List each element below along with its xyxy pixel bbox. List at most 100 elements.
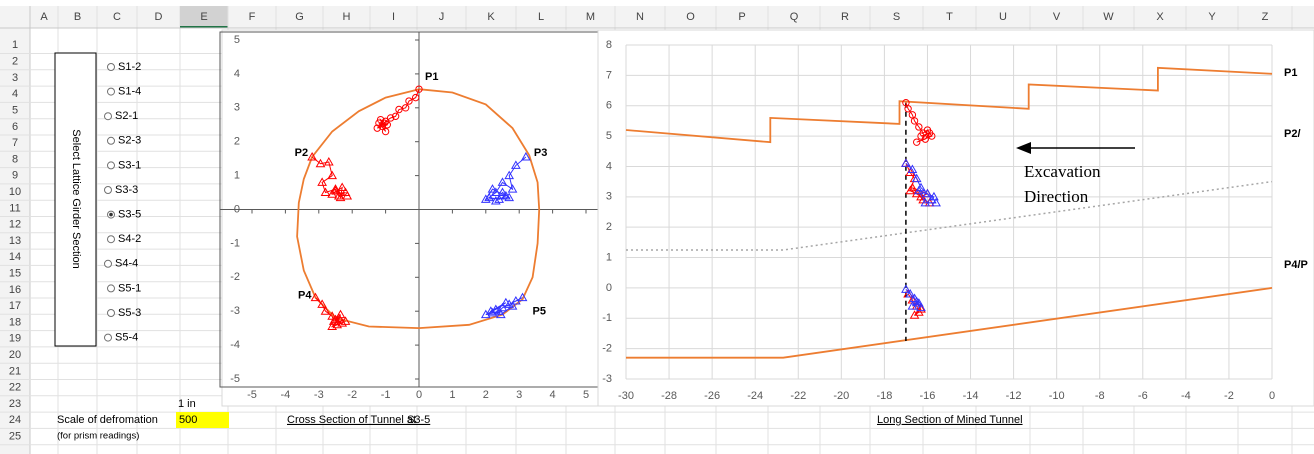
row-header[interactable]: 9 — [12, 170, 18, 182]
point — [925, 129, 934, 137]
row-header[interactable]: 8 — [12, 153, 18, 165]
row-header[interactable]: 21 — [9, 365, 21, 377]
column-header[interactable]: W — [1103, 11, 1114, 23]
column-header[interactable]: Q — [790, 11, 799, 23]
column-header[interactable]: E — [200, 11, 207, 23]
row-header[interactable]: 6 — [12, 121, 18, 133]
radio-button[interactable] — [104, 333, 112, 342]
row-header[interactable]: 15 — [9, 267, 21, 279]
row-header[interactable]: 18 — [9, 316, 21, 328]
row-header[interactable]: 19 — [9, 333, 21, 345]
radio-label[interactable]: S4-4 — [115, 258, 138, 270]
row-header[interactable]: 1 — [12, 39, 18, 51]
radio-button[interactable] — [107, 87, 115, 96]
radio-dot[interactable] — [109, 212, 113, 217]
radio-button[interactable] — [107, 235, 115, 244]
column-header[interactable]: V — [1053, 11, 1061, 23]
radio-label[interactable]: S1-4 — [118, 86, 141, 98]
column-header[interactable]: J — [439, 11, 445, 23]
column-header[interactable]: C — [113, 11, 121, 23]
column-header[interactable]: L — [538, 11, 544, 23]
row-header[interactable]: 25 — [9, 430, 21, 442]
control-title: Select Lattice Girder Section — [70, 129, 82, 268]
x-tick-label: -16 — [920, 390, 936, 402]
point — [487, 184, 498, 193]
column-header[interactable]: G — [295, 11, 304, 23]
row-header[interactable]: 7 — [12, 137, 18, 149]
radio-button[interactable] — [107, 136, 115, 145]
scale-cell[interactable] — [176, 412, 229, 428]
radio-button[interactable] — [107, 309, 115, 317]
radio-label[interactable]: S5-4 — [115, 332, 138, 344]
point — [373, 124, 381, 132]
column-header[interactable]: D — [155, 11, 163, 23]
radio-label[interactable]: S3-1 — [118, 159, 141, 171]
column-header[interactable]: M — [586, 11, 595, 23]
row-header[interactable]: 11 — [9, 202, 20, 214]
row-header[interactable]: 4 — [12, 88, 18, 100]
radio-label[interactable]: S1-2 — [118, 61, 141, 73]
x-tick-label: -4 — [281, 389, 291, 401]
radio-label[interactable]: S5-1 — [118, 282, 141, 294]
row-header[interactable]: 3 — [12, 72, 18, 84]
column-header[interactable]: Y — [1208, 11, 1216, 23]
radio-button[interactable] — [104, 259, 112, 268]
point — [323, 157, 334, 166]
column-header[interactable]: P — [738, 11, 745, 23]
row-header[interactable]: 20 — [9, 349, 21, 361]
row-header[interactable]: 13 — [9, 235, 21, 247]
radio-label[interactable]: S3-3 — [115, 184, 138, 196]
point — [901, 284, 911, 293]
x-tick-label: -28 — [661, 390, 677, 402]
column-header[interactable]: X — [1156, 11, 1164, 23]
radio-label[interactable]: S2-1 — [115, 110, 138, 122]
radio-button[interactable] — [107, 63, 115, 71]
column-header[interactable]: T — [946, 11, 953, 23]
column-header[interactable]: S — [893, 11, 900, 23]
radio-button[interactable] — [107, 284, 115, 293]
row-header[interactable]: 24 — [9, 414, 21, 426]
radio-button[interactable] — [104, 186, 112, 194]
radio-button[interactable] — [107, 161, 115, 170]
x-tick-label: 1 — [449, 389, 455, 401]
row-header[interactable]: 22 — [9, 382, 21, 394]
column-header[interactable]: R — [841, 11, 849, 23]
point — [901, 158, 911, 167]
radio-button[interactable] — [104, 112, 112, 121]
column-header[interactable]: O — [686, 11, 695, 23]
row-header[interactable]: 17 — [9, 300, 21, 312]
column-header[interactable]: K — [487, 11, 495, 23]
row-header[interactable]: 2 — [12, 56, 18, 68]
scale-value[interactable]: 500 — [179, 414, 197, 426]
column-header[interactable]: B — [74, 11, 81, 23]
column-header[interactable]: I — [392, 11, 395, 23]
row-header[interactable]: 10 — [9, 186, 21, 198]
control-frame — [54, 52, 97, 347]
point — [907, 301, 918, 310]
column-header[interactable]: F — [249, 11, 256, 23]
point — [500, 297, 511, 307]
row-header[interactable]: 23 — [9, 398, 21, 410]
end-label: P2/ — [1284, 128, 1301, 140]
x-tick-label: -3 — [314, 389, 324, 401]
column-header[interactable]: U — [999, 11, 1007, 23]
column-header[interactable]: N — [636, 11, 644, 23]
row-header[interactable]: 14 — [9, 251, 21, 263]
radio-label[interactable]: S3-5 — [118, 209, 141, 221]
point — [411, 93, 420, 102]
column-header[interactable]: H — [343, 11, 351, 23]
point — [490, 304, 501, 314]
point-label: P4 — [298, 290, 312, 302]
row-header[interactable]: 16 — [9, 284, 21, 296]
radio-label[interactable]: S5-3 — [118, 307, 141, 319]
row-header[interactable]: 12 — [9, 219, 21, 231]
row-header[interactable]: 5 — [12, 104, 18, 116]
chart: -30 -28 -26 -24 -22 -20 -18 -16 -14 -12 -10 -8 -6 -4-… — [597, 29, 1314, 426]
radio-label[interactable]: S4-2 — [118, 233, 141, 245]
point — [504, 192, 515, 202]
point — [504, 170, 515, 180]
radio-label[interactable]: S2-3 — [118, 135, 141, 147]
column-header[interactable]: Z — [1262, 11, 1269, 23]
column-header[interactable]: A — [40, 11, 48, 23]
